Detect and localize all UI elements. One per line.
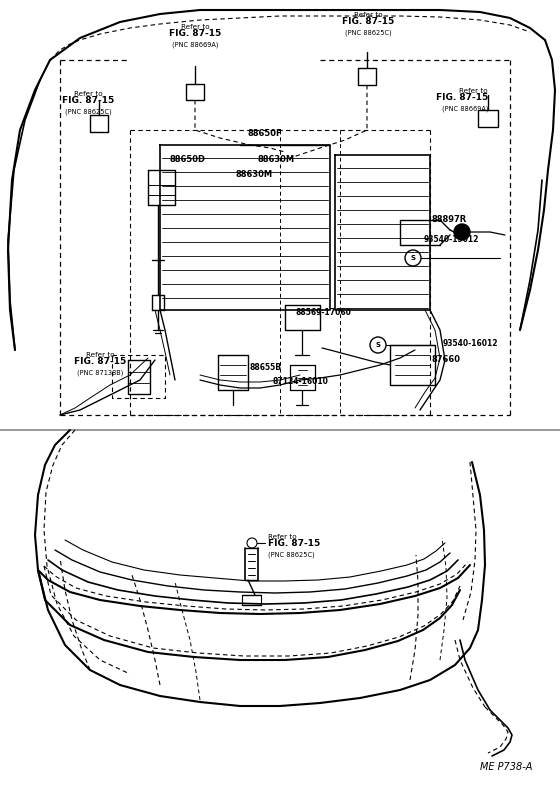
Text: (PNC 88669A): (PNC 88669A) [172,42,218,48]
Text: 93540-16012: 93540-16012 [443,339,498,348]
Text: 87660: 87660 [432,355,461,364]
Circle shape [454,224,470,240]
Text: (PNC 88625C): (PNC 88625C) [344,29,391,36]
Text: (PNC 88669A): (PNC 88669A) [441,105,488,112]
Text: 88655B: 88655B [250,363,282,372]
Text: 87124-16010: 87124-16010 [272,377,328,386]
Text: FIG. 87-15: FIG. 87-15 [169,29,221,38]
Text: 88650F: 88650F [248,129,283,138]
Text: Refer to: Refer to [268,534,297,540]
Text: 88630M: 88630M [257,155,294,164]
Text: Refer to: Refer to [459,88,488,94]
Text: Refer to: Refer to [181,24,209,30]
Text: S: S [410,255,416,261]
Text: Refer to: Refer to [74,91,102,97]
Text: FIG. 87-15: FIG. 87-15 [62,96,114,105]
Text: FIG. 87-15: FIG. 87-15 [74,357,126,366]
Text: FIG. 87-15: FIG. 87-15 [436,93,488,102]
Text: Refer to: Refer to [86,352,114,358]
Text: 88630M: 88630M [235,170,272,179]
Text: FIG. 87-15: FIG. 87-15 [268,539,320,548]
Text: (PNC 88625C): (PNC 88625C) [268,552,315,558]
Text: 88569-17060: 88569-17060 [295,308,351,317]
Text: 93540-15012: 93540-15012 [424,235,479,244]
Text: Refer to: Refer to [354,12,382,18]
Text: 88897R: 88897R [432,215,467,224]
Text: ME P738-A: ME P738-A [479,762,532,772]
Text: (PNC 88625C): (PNC 88625C) [64,109,111,115]
Text: (PNC 87138B): (PNC 87138B) [77,370,123,376]
Text: 88650D: 88650D [170,155,206,164]
Text: S: S [376,342,380,348]
Text: FIG. 87-15: FIG. 87-15 [342,17,394,26]
